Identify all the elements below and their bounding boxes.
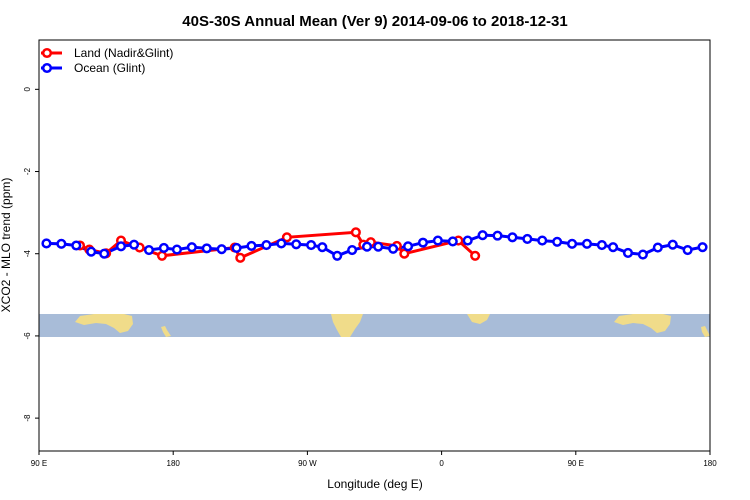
africa-landmass: [467, 314, 490, 324]
series-points: [41, 227, 708, 263]
data-point-series-1: [216, 244, 227, 255]
data-point-series-1: [129, 239, 140, 250]
data-point-series-1: [291, 239, 302, 250]
data-point-series-1: [447, 236, 458, 247]
data-point-series-0: [281, 232, 292, 243]
south-america-landmass: [331, 314, 363, 337]
x-tick-label: 180: [167, 459, 181, 468]
data-point-series-1: [361, 241, 373, 252]
data-point-series-0: [470, 250, 481, 261]
data-point-series-1: [432, 235, 443, 246]
data-point-series-1: [417, 237, 429, 248]
data-point-series-1: [652, 242, 663, 253]
data-point-series-1: [667, 239, 678, 250]
x-tick-label: 90 E: [31, 459, 47, 468]
world-map-strip: [39, 314, 710, 337]
y-tick-label: -8: [23, 414, 32, 422]
data-point-series-1: [462, 235, 473, 246]
y-tick-label: -6: [23, 332, 32, 340]
chart-title: 40S-30S Annual Mean (Ver 9) 2014-09-06 t…: [182, 13, 567, 30]
data-point-series-1: [171, 244, 182, 255]
legend: Land (Nadir&Glint)Ocean (Glint): [41, 46, 173, 75]
legend-swatch-marker: [41, 47, 53, 59]
data-point-series-0: [235, 252, 246, 263]
australia-landmass: [75, 314, 133, 333]
data-point-series-1: [99, 248, 110, 259]
data-point-series-1: [537, 235, 548, 246]
data-point-series-1: [507, 232, 518, 243]
x-axis-label: Longitude (deg E): [327, 477, 422, 491]
data-point-series-0: [399, 248, 410, 259]
y-axis: 0 -2 -4 -6 -8: [23, 87, 39, 422]
data-point-series-1: [581, 238, 593, 249]
x-tick-label: 90 W: [298, 459, 317, 468]
data-point-series-1: [115, 241, 127, 252]
data-point-series-1: [522, 233, 533, 244]
y-tick-label: 0: [23, 87, 32, 92]
data-point-series-1: [567, 238, 578, 249]
data-point-series-1: [143, 244, 155, 256]
data-point-series-1: [332, 250, 343, 261]
plot-frame: [38, 39, 711, 452]
new-zealand-landmass: [161, 326, 171, 337]
new-zealand-landmass-repeat: [701, 326, 710, 337]
x-axis: 90 E 180 90 W 0 90 E 180: [31, 451, 717, 468]
data-point-series-1: [71, 240, 82, 251]
data-point-series-1: [477, 230, 488, 241]
data-point-series-1: [56, 238, 67, 249]
y-tick-label: -4: [23, 250, 32, 258]
data-point-series-0: [350, 227, 361, 238]
data-point-series-1: [552, 236, 563, 247]
data-point-series-0: [156, 250, 168, 261]
data-point-series-1: [697, 242, 708, 253]
data-point-series-1: [158, 242, 169, 254]
data-point-series-1: [261, 240, 272, 251]
data-point-series-1: [246, 240, 257, 251]
data-point-series-1: [388, 243, 399, 254]
data-point-series-1: [231, 242, 242, 254]
data-point-series-1: [41, 238, 52, 249]
x-tick-label: 180: [703, 459, 717, 468]
data-point-series-1: [682, 244, 693, 256]
data-point-series-1: [637, 249, 648, 260]
data-point-series-1: [608, 242, 619, 253]
data-point-series-1: [306, 240, 317, 251]
legend-swatch-marker: [41, 62, 53, 74]
y-axis-label: XCO2 - MLO trend (ppm): [0, 178, 13, 313]
data-point-series-1: [276, 238, 287, 249]
legend-label: Land (Nadir&Glint): [74, 46, 173, 60]
data-point-series-1: [347, 244, 358, 256]
data-point-series-1: [86, 246, 97, 257]
data-point-series-1: [317, 242, 328, 253]
australia-landmass-repeat: [614, 314, 671, 333]
data-point-series-1: [492, 230, 503, 241]
x-tick-label: 90 E: [568, 459, 584, 468]
data-point-series-1: [596, 240, 607, 251]
y-tick-label: -2: [23, 167, 32, 175]
data-point-series-1: [622, 247, 634, 258]
data-point-series-1: [373, 241, 384, 252]
legend-label: Ocean (Glint): [74, 61, 145, 75]
data-point-series-1: [186, 242, 197, 253]
data-point-series-1: [403, 241, 414, 252]
data-point-series-1: [201, 243, 212, 254]
x-tick-label: 0: [439, 459, 444, 468]
